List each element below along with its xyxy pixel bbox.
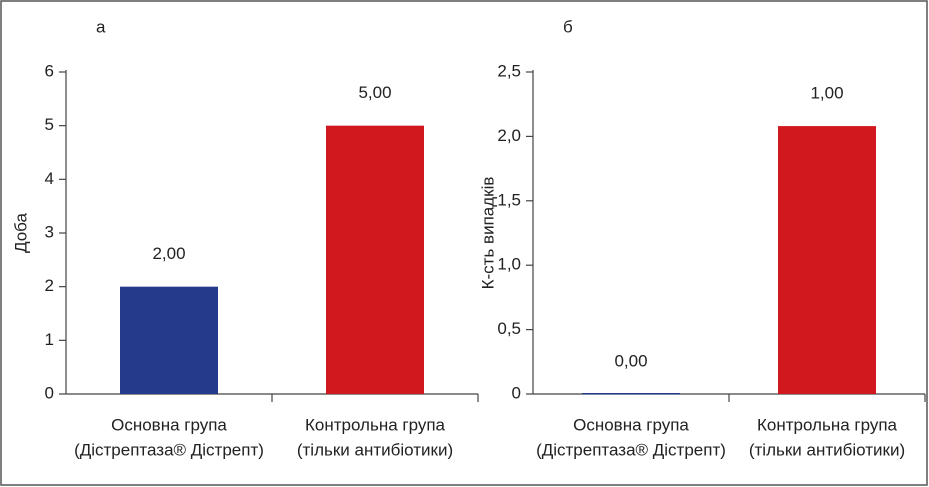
x-tick-label: Основна група bbox=[111, 415, 227, 434]
x-tick-label: Контрольна група bbox=[305, 415, 446, 434]
y-tick-label: 0 bbox=[512, 383, 521, 402]
annotation: 1,00 bbox=[810, 84, 843, 103]
y-tick-label: 2 bbox=[45, 276, 54, 295]
y-tick-label: 2,0 bbox=[497, 126, 521, 145]
y-tick-label: 3 bbox=[45, 222, 54, 241]
y-tick-label: 0,5 bbox=[497, 319, 521, 338]
bar bbox=[326, 125, 424, 395]
bar bbox=[120, 286, 218, 394]
x-tick-label: (тільки антибіотики) bbox=[749, 440, 905, 459]
bar bbox=[778, 126, 876, 394]
y-tick-label: 0 bbox=[45, 383, 54, 402]
annotation: 0,00 bbox=[614, 351, 647, 370]
y-tick-label: 4 bbox=[45, 169, 54, 188]
y-axis-label: Доба bbox=[11, 212, 30, 253]
x-tick-label: (тільки антибіотики) bbox=[297, 440, 453, 459]
y-tick-label: 5 bbox=[45, 115, 54, 134]
y-tick-label: 2,5 bbox=[497, 61, 521, 80]
chart-title: а bbox=[96, 17, 106, 36]
bar bbox=[582, 393, 680, 395]
x-tick-label: (Дістрептаза® Дістрепт) bbox=[536, 440, 726, 459]
value-label: 5,00 bbox=[358, 83, 391, 102]
value-label: 2,00 bbox=[152, 244, 185, 263]
y-tick-label: 1 bbox=[45, 330, 54, 349]
x-tick-label: Основна група bbox=[573, 415, 689, 434]
y-tick-label: 1,5 bbox=[497, 190, 521, 209]
y-axis-label: К-сть випадків bbox=[478, 177, 497, 290]
x-tick-label: (Дістрептаза® Дістрепт) bbox=[74, 440, 264, 459]
y-tick-label: 1,0 bbox=[497, 255, 521, 274]
x-tick-label: Контрольна група bbox=[757, 415, 898, 434]
chart-title: б bbox=[563, 17, 573, 36]
y-tick-label: 6 bbox=[45, 61, 54, 80]
